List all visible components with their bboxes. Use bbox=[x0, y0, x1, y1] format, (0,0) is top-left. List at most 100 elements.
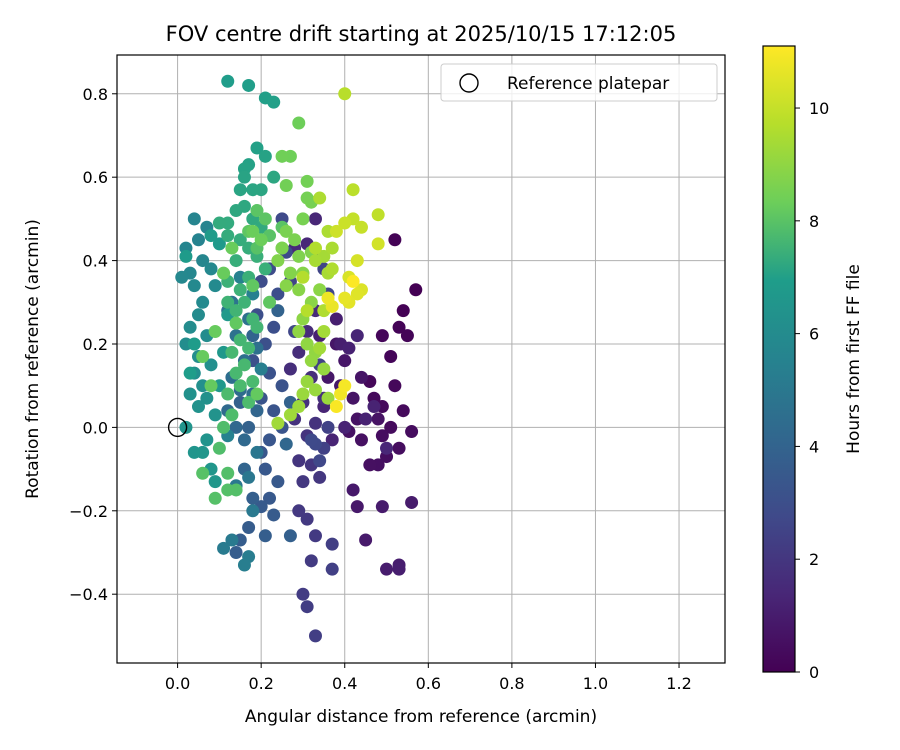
data-point bbox=[338, 291, 352, 305]
data-point bbox=[279, 179, 293, 193]
data-point bbox=[229, 316, 243, 330]
data-point bbox=[221, 483, 235, 497]
data-point bbox=[250, 404, 264, 418]
data-point bbox=[191, 233, 205, 247]
data-point bbox=[338, 87, 352, 101]
reference-platepar-marker bbox=[167, 417, 188, 438]
y-tick-label: −0.4 bbox=[69, 585, 108, 604]
data-point bbox=[375, 500, 389, 514]
data-point bbox=[308, 241, 322, 255]
data-point bbox=[304, 354, 318, 368]
data-point bbox=[271, 416, 285, 430]
data-point bbox=[242, 341, 256, 355]
data-point bbox=[392, 562, 406, 576]
colorbar-ticks: 0 2 4 6 8 10 bbox=[795, 99, 829, 682]
data-point bbox=[217, 420, 231, 434]
data-point bbox=[317, 362, 331, 376]
x-ticks: 0.0 0.2 0.4 0.6 0.8 1.0 1.2 bbox=[165, 663, 692, 693]
data-point bbox=[388, 379, 402, 393]
y-axis-label: Rotation from reference (arcmin) bbox=[23, 219, 43, 499]
legend-box bbox=[440, 63, 718, 102]
data-point bbox=[258, 212, 272, 226]
data-point bbox=[225, 241, 239, 255]
data-point bbox=[321, 391, 335, 405]
data-point bbox=[354, 370, 368, 384]
data-point bbox=[208, 475, 222, 489]
data-point bbox=[204, 229, 218, 243]
y-ticks: −0.4 −0.2 0.0 0.2 0.4 0.6 0.8 bbox=[69, 85, 117, 604]
data-point bbox=[325, 562, 339, 576]
data-point bbox=[242, 520, 256, 534]
data-point bbox=[254, 233, 268, 247]
data-point bbox=[304, 433, 318, 447]
chart-title: FOV centre drift starting at 2025/10/15 … bbox=[166, 22, 677, 46]
legend-reference-label: Reference platepar bbox=[507, 74, 669, 94]
y-tick-label: −0.2 bbox=[69, 502, 108, 521]
data-point bbox=[246, 224, 260, 238]
data-point bbox=[375, 329, 389, 343]
data-point bbox=[187, 212, 201, 226]
data-point bbox=[196, 295, 210, 309]
data-point bbox=[317, 324, 331, 338]
data-point bbox=[350, 500, 364, 514]
data-point bbox=[400, 329, 414, 343]
y-tick-label: 0.8 bbox=[83, 85, 108, 104]
data-point bbox=[350, 287, 364, 301]
data-point bbox=[246, 279, 260, 293]
legend: Reference platepar bbox=[440, 63, 718, 102]
data-point bbox=[212, 216, 226, 230]
data-point bbox=[233, 283, 247, 297]
data-point bbox=[359, 412, 373, 426]
data-point bbox=[183, 320, 197, 334]
data-point bbox=[221, 74, 235, 88]
data-point bbox=[292, 504, 306, 518]
data-point bbox=[288, 233, 302, 247]
data-point bbox=[338, 216, 352, 230]
data-point bbox=[229, 366, 243, 380]
data-point bbox=[191, 308, 205, 322]
data-point bbox=[405, 425, 419, 439]
data-point bbox=[296, 587, 310, 601]
data-point bbox=[325, 433, 339, 447]
data-point bbox=[300, 512, 314, 526]
data-point bbox=[237, 295, 251, 309]
data-point bbox=[338, 379, 352, 393]
data-point bbox=[371, 412, 385, 426]
colorbar: 0 2 4 6 8 10 Hours from first FF file bbox=[762, 45, 864, 682]
data-point bbox=[229, 204, 243, 218]
colorbar-tick-label: 0 bbox=[809, 663, 819, 682]
data-point bbox=[204, 379, 218, 393]
data-point bbox=[242, 470, 256, 484]
data-point bbox=[292, 345, 306, 359]
data-point bbox=[371, 208, 385, 222]
data-point bbox=[267, 95, 281, 109]
data-point bbox=[204, 358, 218, 372]
data-point bbox=[246, 504, 260, 518]
data-point bbox=[237, 170, 251, 184]
x-tick-label: 0.0 bbox=[165, 674, 190, 693]
data-point bbox=[250, 320, 264, 334]
data-point bbox=[296, 475, 310, 489]
data-point bbox=[338, 354, 352, 368]
data-point bbox=[200, 391, 214, 405]
data-point bbox=[263, 491, 277, 505]
data-point bbox=[246, 491, 260, 505]
data-point bbox=[221, 229, 235, 243]
data-point bbox=[371, 237, 385, 251]
data-point bbox=[191, 400, 205, 414]
data-point bbox=[183, 366, 197, 380]
data-point bbox=[380, 441, 394, 455]
data-point bbox=[208, 491, 222, 505]
data-point bbox=[300, 174, 314, 188]
data-point bbox=[308, 212, 322, 226]
data-point bbox=[237, 433, 251, 447]
data-point bbox=[329, 312, 343, 326]
data-point bbox=[271, 287, 285, 301]
data-point bbox=[346, 274, 360, 288]
data-point bbox=[175, 270, 189, 284]
data-point bbox=[354, 220, 368, 234]
data-point bbox=[296, 212, 310, 226]
data-point bbox=[275, 149, 289, 163]
colorbar-tick-label: 4 bbox=[809, 437, 819, 456]
data-points bbox=[175, 74, 423, 643]
